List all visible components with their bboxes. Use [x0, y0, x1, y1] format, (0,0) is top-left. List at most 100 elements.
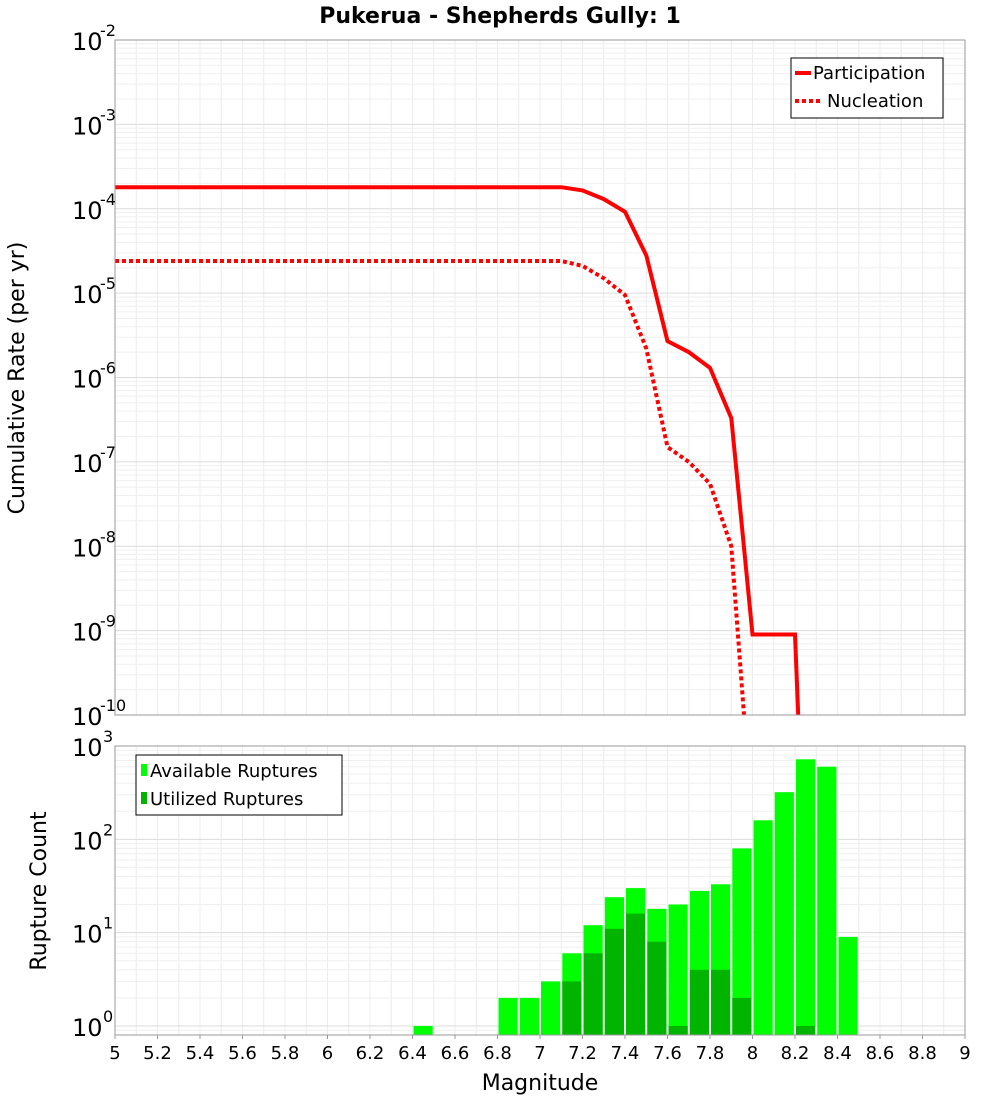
- available-rupture-bar: [774, 792, 794, 1035]
- svg-text:10: 10: [72, 921, 103, 949]
- available-rupture-bar: [732, 848, 752, 1035]
- rate-y-tick-label: 10-4: [72, 190, 116, 225]
- x-tick-label: 8.4: [823, 1043, 852, 1064]
- available-rupture-bar: [753, 820, 773, 1035]
- rate-plot-lines: [115, 185, 801, 716]
- rate-y-tick-label: 10-2: [72, 21, 116, 56]
- utilized-rupture-bar: [562, 981, 582, 1035]
- utilized-rupture-bar: [796, 1026, 816, 1035]
- x-tick-label: 6.8: [483, 1043, 512, 1064]
- utilized-rupture-bar: [711, 969, 731, 1035]
- chart-title: Pukerua - Shepherds Gully: 1: [319, 4, 681, 29]
- utilized-rupture-bar: [583, 953, 603, 1035]
- svg-text:10: 10: [72, 1014, 103, 1042]
- magnitude-x-ticks: 5 5.2 5.4 5.6 5.8 6 6.2 6.4 6.6 6.8 7 7.2 7.4 7.6 7.8 8…: [109, 1035, 971, 1064]
- available-rupture-bar: [541, 981, 561, 1035]
- nucleation-legend-label: Nucleation: [827, 91, 923, 112]
- count-y-tick-label: 10 0: [72, 1007, 113, 1042]
- utilized-rupture-bar: [604, 928, 624, 1035]
- rate-y-tick-label: 10-7: [72, 443, 116, 478]
- x-tick-label: 5.4: [186, 1043, 215, 1064]
- svg-text:1: 1: [103, 914, 113, 933]
- svg-text:10: 10: [72, 197, 103, 225]
- rupture-legend-box: [135, 754, 343, 816]
- svg-text:2: 2: [103, 820, 113, 839]
- count-y-tick-label: 10 1: [72, 914, 113, 949]
- svg-text:10: 10: [72, 734, 103, 762]
- x-tick-label: 6.4: [398, 1043, 427, 1064]
- svg-text:10: 10: [72, 827, 103, 855]
- rate-plot-frame: [114, 39, 966, 716]
- x-tick-label: 9: [959, 1043, 970, 1064]
- available-rupture-bar: [796, 759, 816, 1035]
- rate-plot-grid: [114, 40, 966, 716]
- x-tick-label: 7.2: [568, 1043, 597, 1064]
- rate-y-tick-label: 10-9: [72, 612, 116, 647]
- rate-y-tick-label: 10-6: [72, 359, 116, 394]
- svg-text:10: 10: [72, 534, 103, 562]
- svg-text:0: 0: [103, 1007, 113, 1026]
- svg-text:-7: -7: [100, 443, 116, 462]
- nucleation-line: [115, 259, 746, 716]
- available-ruptures-legend-swatch: [141, 764, 147, 776]
- utilized-rupture-bar: [647, 941, 667, 1035]
- rupture-count-legend: Available Ruptures Utilized Ruptures: [135, 754, 343, 816]
- svg-text:-10: -10: [100, 696, 126, 715]
- count-y-tick-label: 10 2: [72, 820, 113, 855]
- rate-plot-y-axis-label: Cumulative Rate (per yr): [5, 242, 30, 515]
- svg-text:10: 10: [72, 619, 103, 647]
- svg-text:-5: -5: [100, 274, 116, 293]
- rate-y-tick-label: 10-3: [72, 105, 116, 140]
- x-tick-label: 8.6: [866, 1043, 895, 1064]
- rate-y-tick-label: 10-5: [72, 274, 116, 309]
- svg-text:-8: -8: [100, 527, 116, 546]
- svg-text:10: 10: [72, 28, 103, 56]
- rate-y-tick-label: 10-10: [72, 696, 126, 731]
- svg-text:-6: -6: [100, 359, 116, 378]
- rupture-count-bars: [413, 759, 858, 1035]
- available-rupture-bar: [519, 997, 539, 1035]
- utilized-ruptures-legend-label: Utilized Ruptures: [150, 789, 303, 810]
- svg-text:10: 10: [72, 281, 103, 309]
- svg-text:10: 10: [72, 703, 103, 731]
- x-tick-label: 7.4: [611, 1043, 640, 1064]
- available-rupture-bar: [817, 766, 837, 1035]
- x-tick-label: 8.8: [908, 1043, 937, 1064]
- rate-legend-box: [790, 57, 944, 119]
- svg-text:10: 10: [72, 112, 103, 140]
- x-tick-label: 7.8: [696, 1043, 725, 1064]
- svg-text:-9: -9: [100, 612, 116, 631]
- x-tick-label: 5.6: [228, 1043, 257, 1064]
- x-tick-label: 5.2: [143, 1043, 172, 1064]
- utilized-rupture-bar: [732, 997, 752, 1035]
- svg-text:10: 10: [72, 366, 103, 394]
- svg-text:-3: -3: [100, 105, 116, 124]
- x-tick-label: 6: [322, 1043, 333, 1064]
- svg-text:10: 10: [72, 450, 103, 478]
- count-y-tick-label: 10 3: [72, 727, 113, 762]
- x-tick-label: 6.6: [441, 1043, 470, 1064]
- utilized-rupture-bar: [689, 969, 709, 1035]
- magnitude-x-axis-label: Magnitude: [482, 1071, 599, 1096]
- available-rupture-bar: [498, 997, 518, 1035]
- x-tick-label: 7.6: [653, 1043, 682, 1064]
- utilized-rupture-bar: [626, 913, 646, 1035]
- x-tick-label: 6.2: [356, 1043, 385, 1064]
- rate-y-tick-label: 10-8: [72, 527, 116, 562]
- participation-line: [115, 185, 801, 716]
- available-rupture-bar: [413, 1026, 433, 1035]
- utilized-ruptures-legend-swatch: [141, 792, 147, 804]
- x-tick-label: 8.2: [781, 1043, 810, 1064]
- participation-legend-label: Participation: [813, 63, 925, 84]
- x-tick-label: 8: [747, 1043, 758, 1064]
- available-ruptures-legend-label: Available Ruptures: [150, 761, 318, 782]
- utilized-rupture-bar: [668, 1026, 688, 1035]
- svg-text:-2: -2: [100, 21, 116, 40]
- svg-text:3: 3: [103, 727, 113, 746]
- rate-plot-legend: Participation Nucleation: [790, 57, 944, 119]
